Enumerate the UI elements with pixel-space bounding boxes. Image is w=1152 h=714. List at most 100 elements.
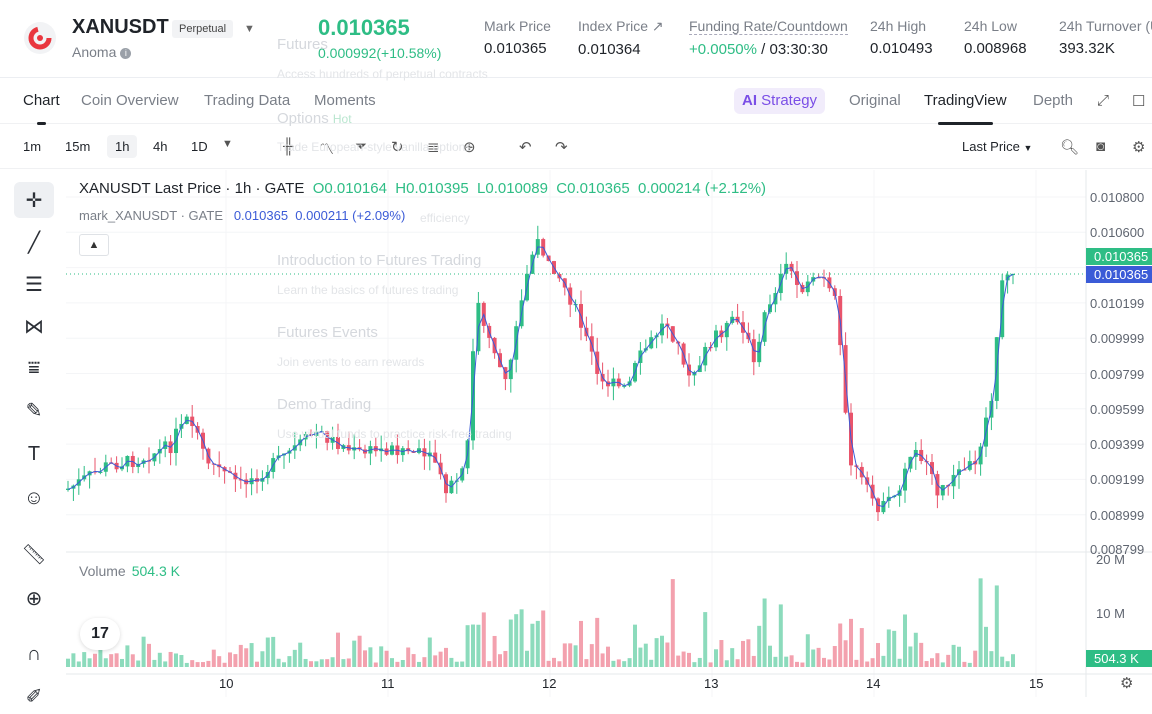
volume-bar [687, 652, 691, 667]
emoji-icon[interactable]: ☺ [23, 486, 45, 509]
volume-bar [211, 649, 216, 667]
pattern-icon[interactable]: ⋈ [24, 315, 44, 338]
tradingview-logo-icon[interactable]: 17 [80, 618, 120, 650]
projection-icon[interactable]: ⩸ [27, 356, 41, 379]
settings-small-icon[interactable]: ⚙ [1120, 675, 1134, 692]
volume-bar [768, 645, 772, 667]
pair-name[interactable]: XANUSDT [72, 16, 169, 38]
volume-bar [573, 645, 578, 667]
price-type-select[interactable]: Last Price ▼ [962, 139, 1033, 154]
x-label-15: 15 [1029, 676, 1044, 691]
indicators-icon[interactable]: 〽 [319, 141, 335, 158]
price-scale-6: 0.009399 [1090, 437, 1145, 452]
fib-icon[interactable]: ☰ [25, 273, 43, 296]
volume-bar [892, 630, 897, 667]
price-scale-8: 0.008999 [1090, 508, 1145, 523]
volume-bar [660, 635, 664, 667]
volume-bar [881, 655, 886, 667]
volume-bar [967, 662, 972, 667]
volume-bar [336, 632, 340, 667]
volume-bar [319, 659, 324, 667]
tab-chart[interactable]: Chart [23, 92, 60, 125]
crosshair-icon[interactable]: ✛ [14, 182, 54, 218]
volume-bar [325, 659, 330, 667]
trendline-icon[interactable]: ╱ [27, 231, 41, 254]
view-tradingview[interactable]: TradingView [924, 92, 1007, 125]
volume-bar [562, 643, 567, 667]
header: XANUSDT Perpetual ▼ Anoma i 0.010365 0.00… [0, 0, 1152, 78]
volume-bar [222, 662, 227, 667]
info-icon[interactable]: i [120, 48, 132, 59]
volume-bar [946, 654, 951, 667]
collapse-legend-button[interactable]: ▲ [79, 234, 109, 256]
view-depth[interactable]: Depth [1033, 92, 1074, 109]
volume-bar [822, 657, 826, 667]
zoom-in-icon[interactable]: ⊕ [25, 587, 43, 610]
ruler-icon[interactable]: 📏︎ [21, 543, 47, 566]
chevron-down-icon[interactable]: ▼ [244, 23, 255, 35]
tab-moments[interactable]: Moments [314, 92, 376, 109]
token-logo-icon [24, 22, 56, 54]
text-icon[interactable]: T [27, 442, 41, 465]
volume-bar [994, 585, 999, 667]
add-icon[interactable]: ⊕ [463, 139, 476, 156]
volume-bar [584, 659, 589, 667]
strategy-button[interactable]: AI Strategy [734, 88, 826, 114]
replay-icon[interactable]: ↻ [391, 139, 404, 156]
volume-bar [357, 635, 362, 667]
tab-coin-overview[interactable]: Coin Overview [81, 92, 179, 109]
price-scale-4: 0.009799 [1090, 367, 1145, 382]
expand-icon[interactable]: ⤢ [1097, 92, 1110, 109]
ghost-menu-demo: Demo Trading [277, 396, 372, 413]
price-chart[interactable] [66, 170, 1152, 697]
candle-type-icon[interactable]: ╫ [283, 138, 294, 155]
volume-bar [816, 647, 821, 667]
alert-icon[interactable]: ⏷ [355, 138, 368, 155]
brush-icon[interactable]: ✎ [25, 399, 43, 422]
interval-1m[interactable]: 1m [23, 139, 42, 154]
fullscreen-icon[interactable]: ☐ [1132, 93, 1146, 110]
volume-bar [670, 579, 675, 667]
volume-bar [616, 659, 621, 667]
interval-15m[interactable]: 15m [65, 139, 91, 154]
volume-bar [379, 646, 384, 667]
template-icon[interactable]: ≣ [427, 139, 440, 156]
volume-bar [741, 640, 745, 667]
stat-funding-rate[interactable]: Funding Rate/Countdown +0.0050% / 03:30:3… [689, 18, 848, 58]
volume-bar [735, 659, 740, 667]
chevron-down-icon[interactable]: ▼ [222, 138, 233, 150]
volume-bar [762, 598, 767, 667]
pencil-icon[interactable]: ✐ [25, 685, 43, 708]
volume-bar [568, 643, 573, 667]
search-icon[interactable]: 🔍︎ [1060, 139, 1080, 156]
gear-icon[interactable]: ⚙ [1132, 139, 1146, 156]
interval-4h[interactable]: 4h [153, 139, 168, 154]
volume-bar [751, 655, 756, 667]
view-original[interactable]: Original [849, 92, 901, 109]
stat-index-price[interactable]: Index Price ↗ 0.010364 [578, 18, 664, 58]
volume-bar [346, 658, 351, 667]
drawing-toolbar: ✛ ╱ ☰ ⋈ ⩸ ✎ T ☺ 📏︎ ⊕ ∩ ✐ [0, 170, 66, 708]
magnet-icon[interactable]: ∩ [26, 642, 42, 665]
volume-bar [503, 650, 508, 667]
interval-1h[interactable]: 1h [107, 135, 138, 158]
volume-bar [957, 646, 961, 667]
volume-bar [168, 651, 173, 667]
x-label-11: 11 [381, 676, 395, 691]
camera-icon[interactable]: ◙ [1096, 138, 1106, 155]
volume-bar [228, 652, 232, 667]
funding-countdown: / 03:30:30 [756, 41, 828, 58]
volume-bar [206, 660, 211, 667]
volume-bar [492, 635, 497, 667]
tab-trading-data[interactable]: Trading Data [204, 92, 291, 109]
volume-bar [157, 652, 162, 667]
volume-bar [1011, 654, 1015, 667]
price-scale-1: 0.010600 [1090, 225, 1145, 240]
volume-bar [627, 658, 632, 667]
undo-icon[interactable]: ↶ [519, 139, 532, 156]
redo-icon[interactable]: ↷ [555, 139, 568, 156]
volume-bar [71, 653, 76, 667]
volume-bar [87, 658, 92, 667]
volume-bar [411, 654, 416, 667]
interval-1d[interactable]: 1D [191, 139, 208, 154]
